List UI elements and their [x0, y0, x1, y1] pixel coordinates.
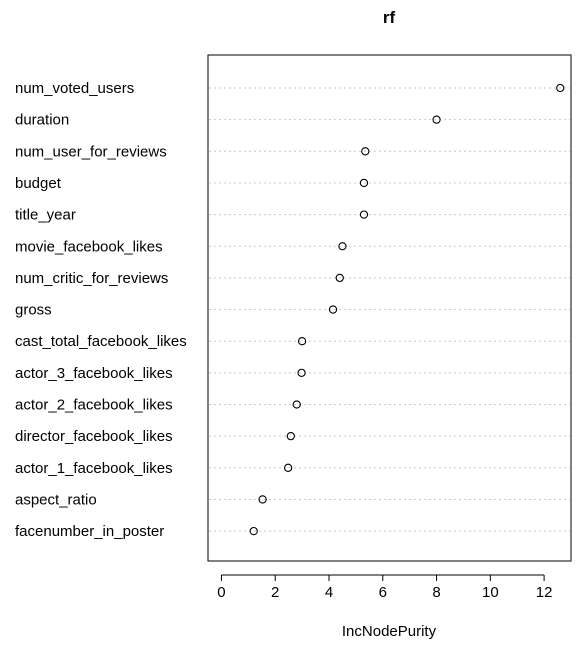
category-label: title_year [15, 207, 76, 224]
data-point [297, 368, 306, 377]
data-point [335, 273, 344, 283]
data-point [359, 210, 369, 219]
x-tick-label: 10 [482, 584, 499, 601]
data-point [338, 242, 347, 251]
category-label: actor_2_facebook_likes [15, 397, 173, 414]
data-point [359, 178, 369, 188]
x-tick-label: 6 [379, 584, 387, 601]
chart-title: rf [383, 8, 396, 27]
category-label: num_critic_for_reviews [15, 270, 168, 287]
category-label: actor_1_facebook_likes [15, 460, 173, 477]
data-point [556, 83, 565, 93]
category-label: num_user_for_reviews [15, 143, 167, 160]
data-point [249, 526, 258, 536]
x-tick-label: 12 [536, 584, 553, 601]
data-points [249, 83, 565, 536]
data-point [361, 147, 370, 156]
category-label: budget [15, 175, 62, 192]
x-tick-label: 2 [271, 584, 279, 601]
plot-frame [207, 54, 572, 562]
category-label: aspect_ratio [15, 491, 97, 508]
data-point [432, 115, 441, 124]
x-tick-label: 4 [325, 584, 333, 601]
category-label: actor_3_facebook_likes [15, 365, 173, 382]
data-point [258, 495, 267, 504]
category-label: facenumber_in_poster [15, 523, 164, 540]
data-point [283, 463, 293, 472]
x-axis: 0 2 4 6 8 10 12 [217, 574, 553, 601]
data-point [297, 337, 307, 346]
data-point [286, 431, 295, 441]
category-label: director_facebook_likes [15, 428, 173, 445]
category-label: movie_facebook_likes [15, 238, 163, 255]
category-label: num_voted_users [15, 80, 134, 97]
x-axis-label: IncNodePurity [342, 623, 437, 640]
category-label: gross [15, 302, 52, 319]
data-point [328, 305, 338, 314]
x-tick-label: 0 [217, 584, 225, 601]
category-label: cast_total_facebook_likes [15, 333, 187, 350]
x-tick-label: 8 [432, 584, 440, 601]
data-point [292, 400, 301, 409]
category-label: duration [15, 112, 69, 129]
category-labels: num_voted_users duration num_user_for_revi… [15, 80, 187, 540]
gridlines [209, 87, 570, 532]
